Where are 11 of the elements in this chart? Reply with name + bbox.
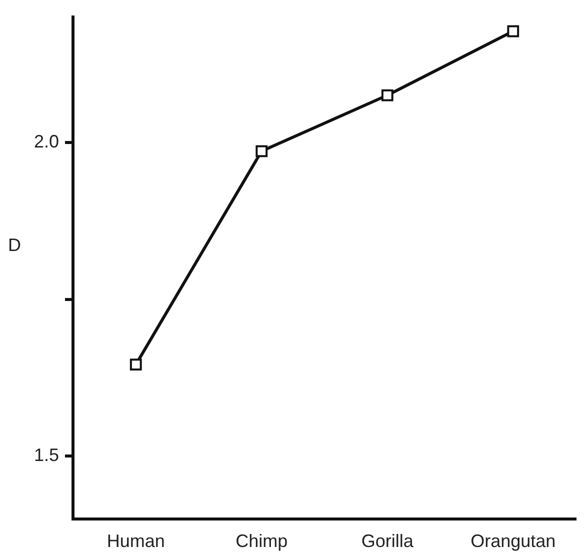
point <box>381 89 394 102</box>
y-tick-label: 2.0 <box>34 131 59 152</box>
x-tick-label: Chimp <box>236 530 288 551</box>
x-tick-label: Gorilla <box>361 530 414 551</box>
y-tick-label: 1.5 <box>34 445 59 466</box>
point <box>256 145 268 158</box>
x-tick-label: Human <box>106 530 165 551</box>
point <box>130 358 142 371</box>
x-tick-label: Orangutan <box>470 530 556 551</box>
point <box>507 25 520 38</box>
y-axis-title: D <box>8 234 21 255</box>
